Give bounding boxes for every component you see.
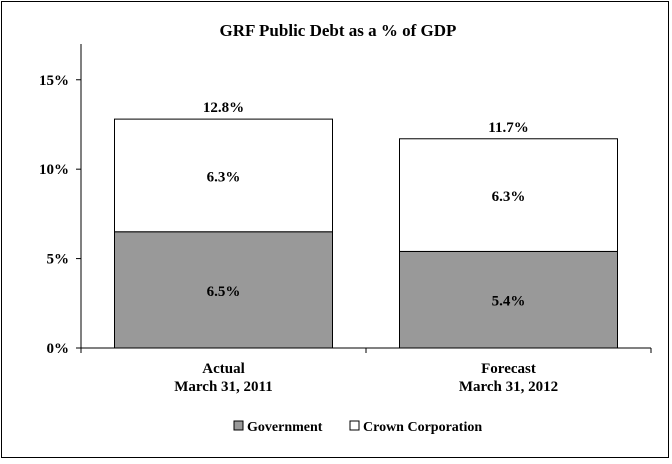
y-tick-label: 0%: [47, 341, 70, 357]
bars: [114, 118, 618, 349]
segment-value-label: 6.3%: [207, 169, 241, 185]
legend-label: Crown Corporation: [363, 420, 482, 435]
segment-value-label: 5.4%: [492, 294, 526, 310]
segment-value-label: 6.3%: [492, 189, 526, 205]
bar-segment: [399, 250, 618, 349]
chart-title: GRF Public Debt as a % of GDP: [220, 21, 457, 40]
segment-value-label: 6.5%: [207, 284, 241, 300]
total-value-label: 12.8%: [203, 100, 244, 116]
total-value-label: 11.7%: [488, 120, 528, 136]
legend-swatch: [349, 420, 360, 431]
legend-label: Government: [247, 420, 323, 435]
chart-frame: GRF Public Debt as a % of GDP 0% 5% 10% 15%…: [1, 1, 669, 458]
x-category-label: Forecast: [481, 361, 536, 377]
x-category-label: Actual: [202, 361, 245, 377]
legend-swatch: [233, 420, 244, 431]
data-labels: 6.5% 6.3% 12.8% 5.4% 6.3% 11.7%: [203, 100, 529, 310]
bar-segment: [114, 118, 333, 233]
stacked-bar-chart: GRF Public Debt as a % of GDP 0% 5% 10% 15%…: [39, 21, 652, 435]
legend: Government Crown Corporation: [233, 420, 482, 435]
axes: 0% 5% 10% 15% Actual March 31, 2011 Forecast Ma…: [39, 44, 652, 395]
y-tick-label: 5%: [47, 252, 70, 268]
bar-segment: [399, 138, 618, 252]
x-category-label: March 31, 2012: [459, 379, 558, 395]
y-tick-label: 15%: [39, 73, 69, 89]
y-tick-label: 10%: [39, 162, 69, 178]
x-category-label: March 31, 2011: [174, 379, 272, 395]
